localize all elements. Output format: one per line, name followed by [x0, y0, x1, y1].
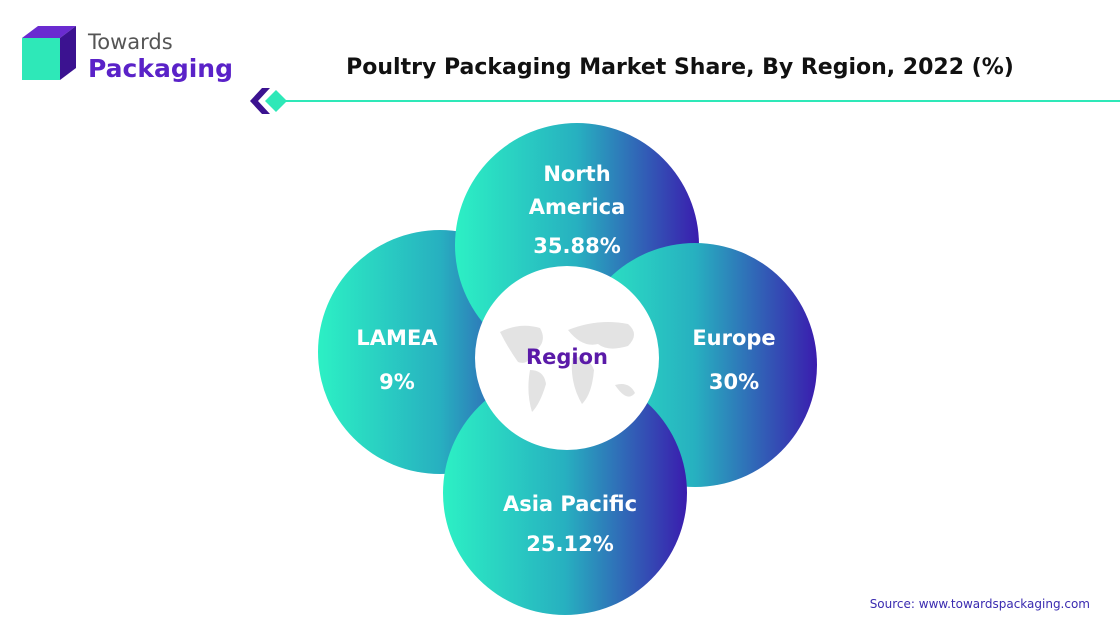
chevron — [250, 88, 270, 114]
region-name: Asia Pacific — [502, 492, 638, 516]
title: Poultry Packaging Market Share, By Regio… — [346, 55, 1014, 80]
region-name: Europe — [692, 326, 776, 350]
region-name: North America — [528, 162, 626, 219]
region-circle — [443, 371, 687, 615]
region-value: 9% — [379, 370, 415, 394]
center-label: Region — [525, 345, 609, 369]
world-map — [500, 322, 635, 412]
region-value: 35.88% — [533, 234, 621, 258]
diamond — [265, 90, 287, 112]
source: Source: www.towardspackaging.com — [869, 597, 1090, 611]
logo-icon — [22, 26, 76, 80]
region-value: 25.12% — [526, 532, 614, 556]
logo-text-2: Packaging — [88, 54, 233, 83]
region-name: LAMEA — [356, 326, 438, 350]
center-circle — [475, 266, 659, 450]
region-value: 30% — [708, 370, 760, 394]
logo-text-1: Towards — [88, 30, 173, 54]
